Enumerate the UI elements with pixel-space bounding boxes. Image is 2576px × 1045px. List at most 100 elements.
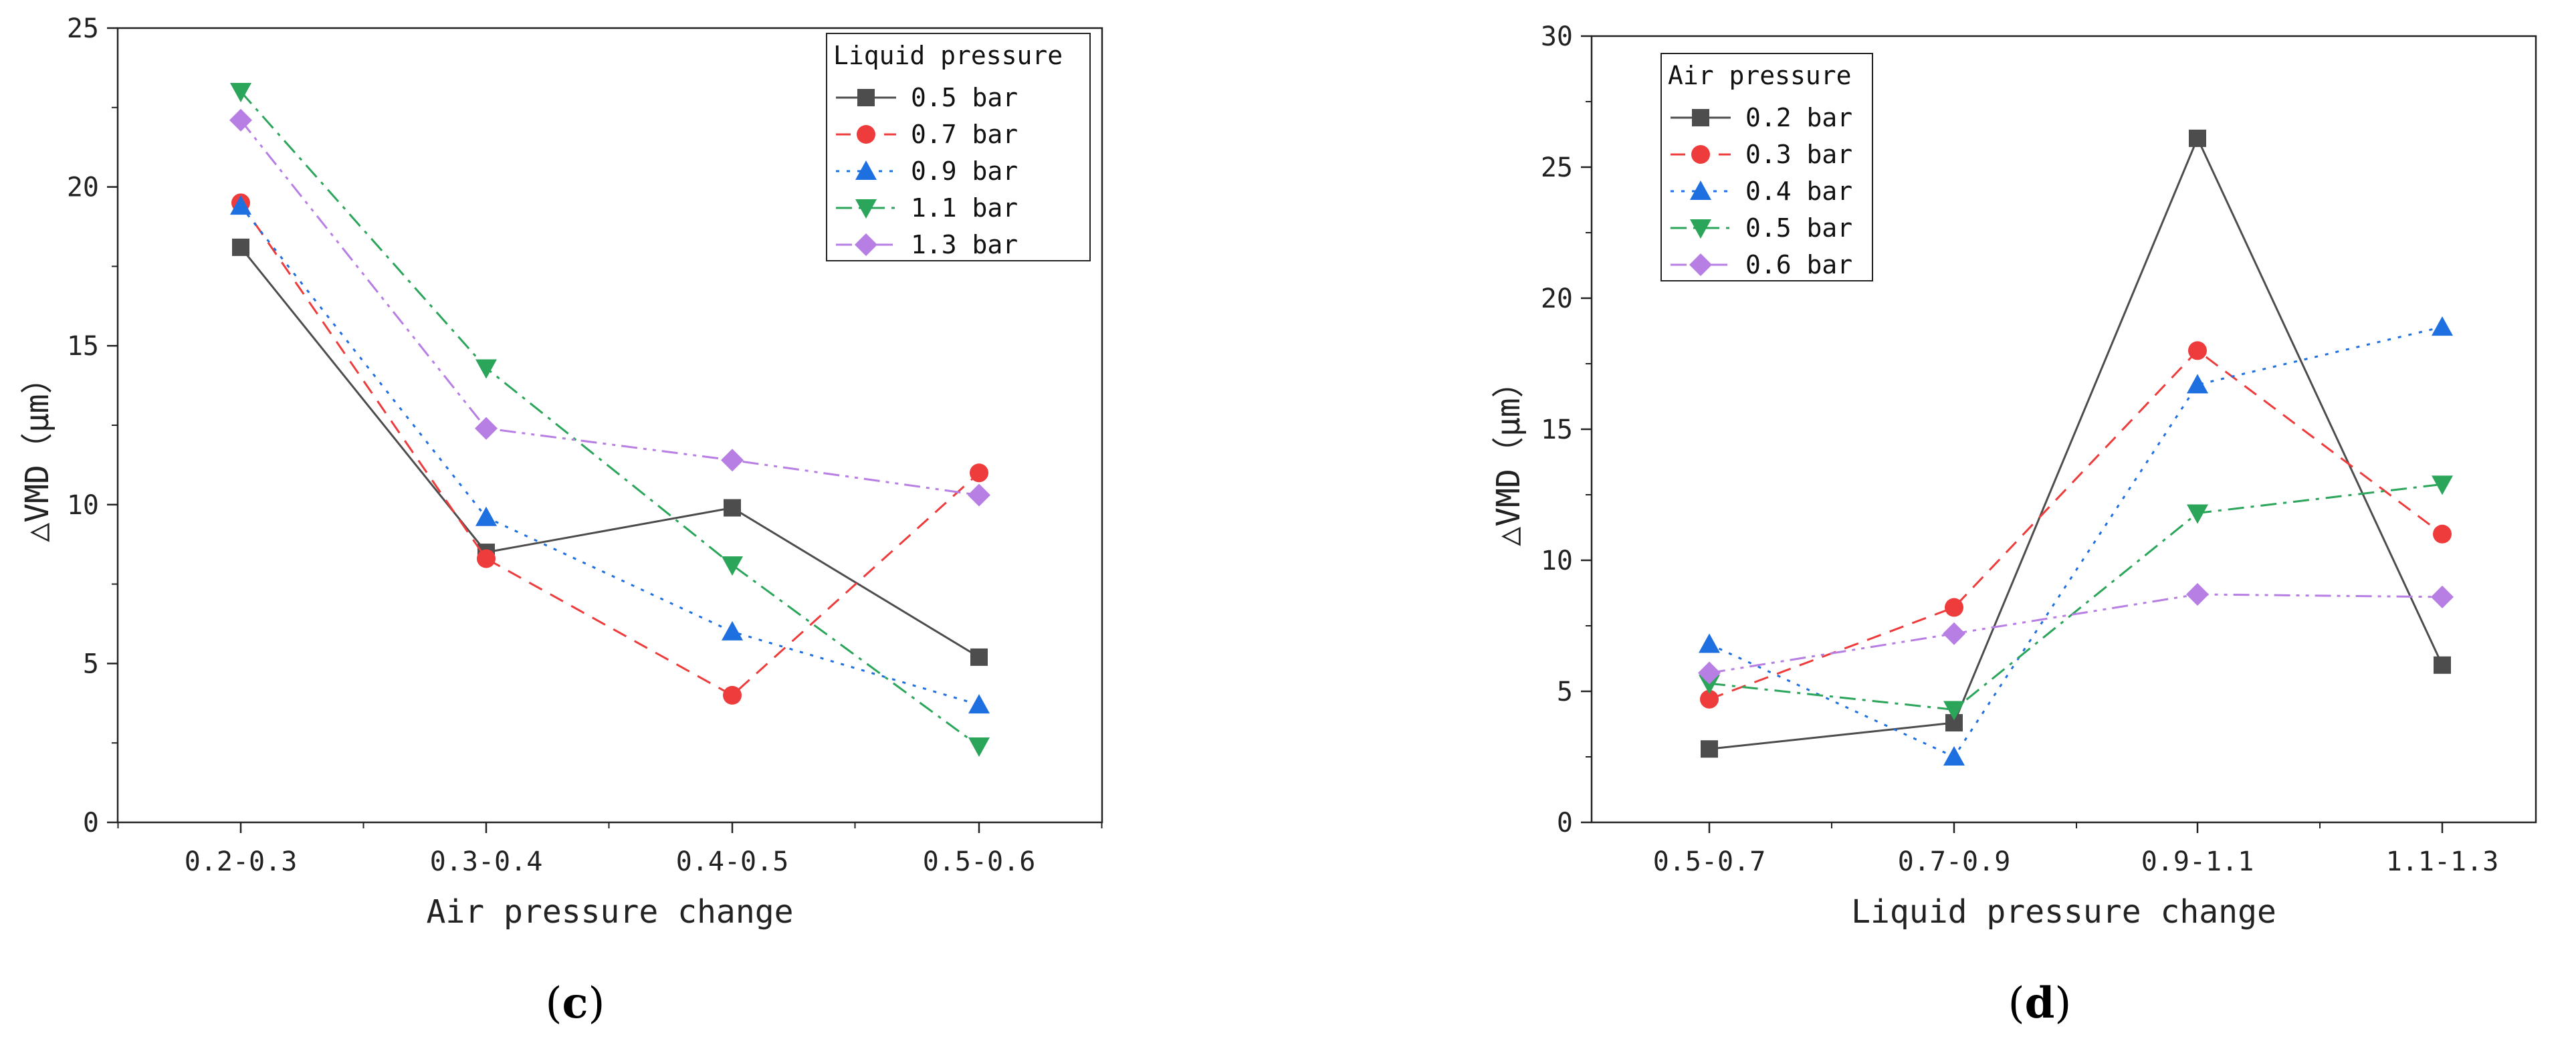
legend: Liquid pressure 0.5 bar 0.7 bar 0.9 bar 1.1 …: [826, 33, 1091, 261]
legend-label: 0.6 bar: [1745, 250, 1852, 279]
y-tick-label: 25: [1541, 152, 1573, 183]
y-tick-label: 0: [83, 808, 99, 838]
series-0_7-bar: [231, 193, 988, 705]
y-tick-label: 15: [1541, 415, 1573, 445]
legend-label: 1.3 bar: [911, 230, 1018, 259]
panel-label-letter: d: [2025, 978, 2055, 1028]
data-point: [232, 238, 249, 256]
data-point: [722, 556, 743, 576]
panel-label: (d): [2008, 978, 2072, 1028]
x-tick-label: 0.9-1.1: [2141, 846, 2254, 877]
data-point: [2188, 341, 2207, 360]
data-point: [229, 108, 252, 132]
x-tick-label: 0.5-0.6: [923, 846, 1036, 877]
series-line: [1709, 136, 2444, 750]
data-point: [2432, 475, 2453, 495]
legend-marker: [857, 89, 875, 106]
panel-label-open: (: [546, 979, 562, 1028]
chart-panel-c: 0 5 10 15 20 25 0.2-0.3 0.3-0.4 0.4-0.5 0.5-0.6 Ai…: [19, 13, 1103, 1028]
panel-label-close: ): [2054, 979, 2071, 1028]
y-tick-label: 5: [1557, 677, 1573, 707]
data-point: [1945, 598, 1963, 617]
legend-box: [826, 33, 1091, 261]
data-point: [968, 737, 990, 757]
series-1_1-bar: [230, 83, 990, 757]
series-line: [1709, 326, 2443, 758]
data-point: [2189, 129, 2206, 147]
series-0_2-bar: [1701, 129, 2451, 758]
x-tick-label: 1.1-1.3: [2386, 846, 2499, 877]
data-point: [1943, 622, 1965, 645]
legend-marker: [1689, 253, 1712, 276]
y-tick-label: 20: [1541, 283, 1573, 314]
legend-label: 1.1 bar: [911, 193, 1018, 223]
y-tick-label: 25: [67, 13, 99, 44]
data-point: [230, 195, 251, 215]
data-point: [723, 685, 742, 705]
legend: Air pressure 0.2 bar 0.3 bar 0.4 bar 0.5 bar…: [1660, 53, 1873, 281]
data-point: [1699, 675, 1720, 695]
series-0_3-bar: [1700, 341, 2452, 709]
y-tick-label: 10: [1541, 546, 1573, 576]
legend-label: 0.2 bar: [1745, 103, 1852, 132]
data-point: [970, 463, 988, 483]
y-tick-label: 30: [1541, 21, 1573, 52]
series-line: [239, 246, 980, 659]
data-point: [722, 620, 743, 641]
series-line: [239, 205, 980, 706]
data-point: [475, 506, 497, 526]
data-point: [2187, 504, 2208, 524]
legend-marker: [855, 199, 877, 219]
legend-label: 0.5 bar: [911, 83, 1018, 112]
series-0_6-bar: [1698, 582, 2454, 685]
data-point: [1701, 740, 1718, 758]
data-point: [968, 694, 990, 714]
data-point: [2186, 582, 2209, 606]
x-tick-label: 0.2-0.3: [185, 846, 298, 877]
y-tick-label: 0: [1557, 808, 1573, 838]
chart-panel-d: 0 5 10 15 20 25 30 0.5-0.7 0.7-0.9 0.9-1.1 1.1-1.3…: [1490, 21, 2537, 1028]
data-point: [2187, 374, 2208, 394]
data-point: [475, 417, 498, 440]
series-0_4-bar: [1699, 316, 2453, 766]
y-tick-label: 15: [67, 331, 99, 362]
x-axis-title: Air pressure change: [426, 893, 793, 931]
series-0_9-bar: [230, 195, 990, 714]
data-point: [230, 83, 251, 103]
legend-label: 0.3 bar: [1745, 140, 1852, 169]
series-line: [1709, 593, 2443, 675]
data-point: [475, 359, 497, 379]
data-point: [724, 499, 741, 517]
x-tick-label: 0.7-0.9: [1898, 846, 2011, 877]
series-line: [239, 91, 980, 747]
series-line: [239, 202, 980, 697]
series-line: [1709, 349, 2443, 701]
data-point: [1943, 701, 1965, 721]
legend-marker: [1690, 181, 1711, 200]
legend-marker: [1692, 109, 1709, 126]
x-tick-label: 0.5-0.7: [1653, 846, 1766, 877]
data-point: [2434, 656, 2451, 674]
legend-label: 0.9 bar: [911, 156, 1018, 186]
data-point: [1943, 746, 1965, 766]
y-tick-label: 10: [67, 490, 99, 521]
data-point: [2431, 585, 2454, 608]
legend-marker: [1690, 219, 1711, 239]
series-0_5-bar: [1699, 475, 2453, 721]
legend-marker: [855, 233, 877, 256]
y-tick-label: 20: [67, 172, 99, 203]
data-point: [2432, 316, 2453, 336]
legend-marker: [855, 160, 877, 180]
legend-title: Air pressure: [1668, 61, 1852, 90]
data-point: [2433, 524, 2452, 544]
series-0_5-bar: [232, 238, 988, 666]
panel-label: (c): [546, 978, 605, 1028]
data-point: [1700, 689, 1719, 709]
legend-label: 0.5 bar: [1745, 213, 1852, 243]
data-point: [970, 648, 988, 666]
series-1_3-bar: [229, 108, 990, 507]
y-tick-label: 5: [83, 649, 99, 679]
legend-label: 0.4 bar: [1745, 177, 1852, 206]
data-point: [721, 449, 744, 472]
